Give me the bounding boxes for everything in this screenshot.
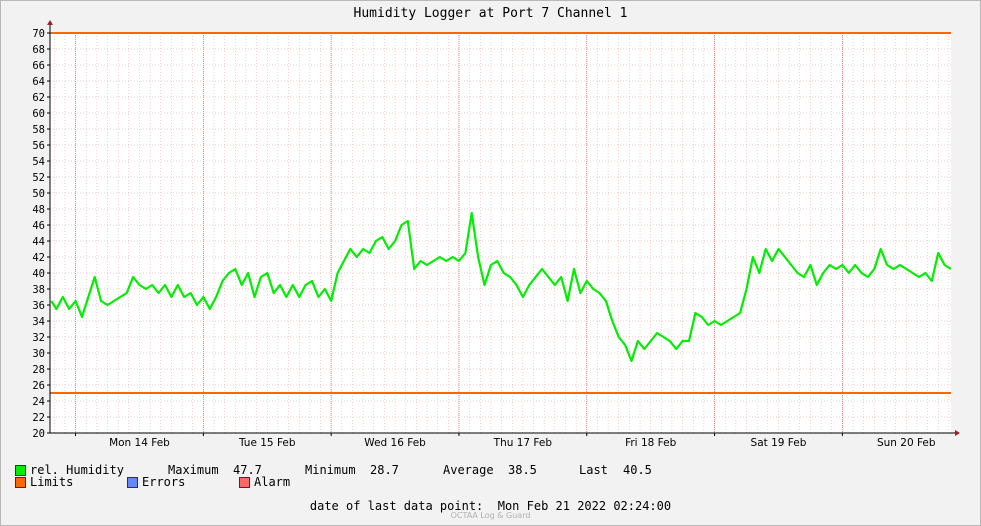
- stat-average-label: Average: [443, 463, 494, 477]
- y-tick-label: 56: [32, 140, 45, 152]
- y-tick-label: 70: [32, 28, 45, 40]
- y-tick-label: 68: [32, 44, 45, 56]
- stat-last-value: 40.5: [623, 463, 652, 477]
- y-tick-label: 48: [32, 204, 45, 216]
- y-tick-label: 60: [32, 108, 45, 120]
- x-tick-label: Wed 16 Feb: [364, 437, 426, 449]
- legend-swatch-limits: [15, 477, 26, 488]
- legend-swatch-errors: [127, 477, 138, 488]
- stat-maximum-value: 47.7: [233, 463, 262, 477]
- axes: [47, 20, 960, 436]
- y-tick-label: 46: [32, 220, 45, 232]
- y-tick-label: 54: [32, 156, 45, 168]
- legend-errors-label: Errors: [142, 475, 186, 489]
- stat-maximum-label: Maximum: [168, 463, 219, 477]
- x-tick-labels: Mon 14 Feb Tue 15 Feb Wed 16 Feb Thu 17 Feb…: [109, 437, 936, 449]
- y-tick-label: 58: [32, 124, 45, 136]
- last-data-point: date of last data point: Mon Feb 21 2022…: [0, 499, 981, 513]
- legend-alarm-label: Alarm: [254, 475, 291, 489]
- legend-limits-label: Limits: [30, 475, 74, 489]
- y-tick-label: 28: [32, 364, 45, 376]
- y-tick-label: 26: [32, 380, 45, 392]
- x-tick-label: Mon 14 Feb: [109, 437, 170, 449]
- y-tick-label: 30: [32, 348, 45, 360]
- x-axis-arrow: [955, 430, 960, 436]
- x-tick-label: Tue 15 Feb: [238, 437, 296, 449]
- y-tick-label: 40: [32, 268, 45, 280]
- y-tick-label: 64: [32, 76, 45, 88]
- y-tick-label: 36: [32, 300, 45, 312]
- y-axis-arrow: [47, 20, 53, 25]
- legend-swatch-alarm: [239, 477, 250, 488]
- y-tick-label: 38: [32, 284, 45, 296]
- x-tick-label: Sat 19 Feb: [751, 437, 807, 449]
- y-tick-label: 34: [32, 316, 45, 328]
- grid: [47, 32, 951, 436]
- x-tick-label: Fri 18 Feb: [625, 437, 676, 449]
- y-tick-label: 32: [32, 332, 45, 344]
- chart-title: Humidity Logger at Port 7 Channel 1: [353, 6, 628, 21]
- y-tick-label: 66: [32, 60, 45, 72]
- legend-swatch-humidity: [15, 465, 26, 476]
- stat-minimum-value: 28.7: [370, 463, 399, 477]
- last-data-point-value: Mon Feb 21 2022 02:24:00: [497, 499, 672, 513]
- series-line-rel-humidity: [50, 211, 952, 363]
- x-tick-label: Thu 17 Feb: [493, 437, 553, 449]
- y-tick-label: 62: [32, 92, 45, 104]
- stat-last-label: Last: [579, 463, 608, 477]
- y-tick-label: 24: [32, 396, 45, 408]
- stat-average-value: 38.5: [508, 463, 537, 477]
- y-tick-label: 22: [32, 412, 45, 424]
- last-data-point-label: date of last data point:: [309, 499, 484, 513]
- x-tick-label: Sun 20 Feb: [877, 437, 936, 449]
- y-tick-label: 50: [32, 188, 45, 200]
- y-tick-label: 52: [32, 172, 45, 184]
- limit-lines: [50, 32, 951, 394]
- y-tick-label: 42: [32, 252, 45, 264]
- plot-area: [50, 33, 951, 433]
- y-tick-labels: 20 22 24 26 28 30 32 34 36 38 40 42 44 46 48 50 52 54 56 58…: [32, 28, 45, 440]
- stat-minimum-label: Minimum: [305, 463, 356, 477]
- y-tick-label: 44: [32, 236, 45, 248]
- watermark: OCTAA Log & Guard: [450, 511, 531, 520]
- legend-humidity-label: rel. Humidity: [30, 463, 124, 477]
- y-tick-label: 20: [32, 428, 45, 440]
